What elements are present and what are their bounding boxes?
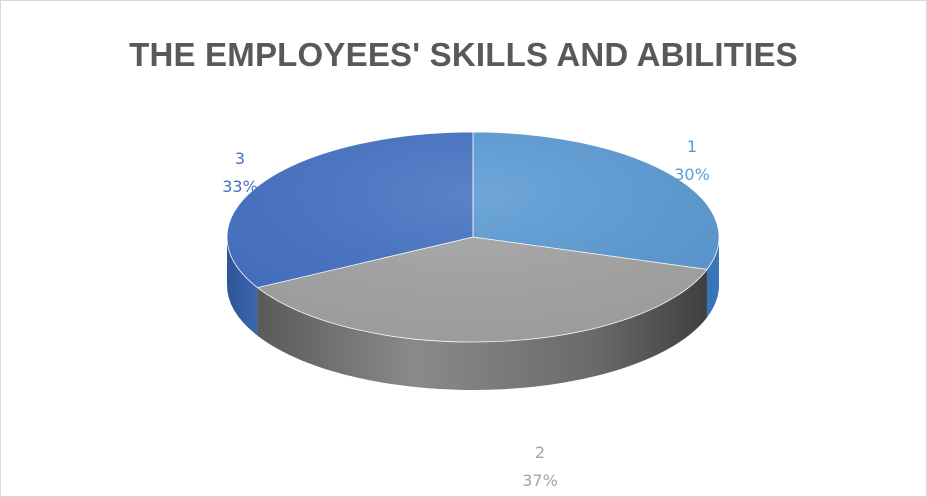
data-label-category-2: 2 <box>535 443 545 462</box>
data-label-category-3: 3 <box>235 149 245 168</box>
data-label-percent-1: 30% <box>674 165 710 184</box>
data-label-percent-2: 37% <box>522 471 558 490</box>
pie-wall-2 <box>257 269 707 390</box>
data-label-category-1: 1 <box>687 137 697 156</box>
data-label-percent-3: 33% <box>222 177 258 196</box>
chart-title: THE EMPLOYEES' SKILLS AND ABILITIES <box>129 36 798 73</box>
